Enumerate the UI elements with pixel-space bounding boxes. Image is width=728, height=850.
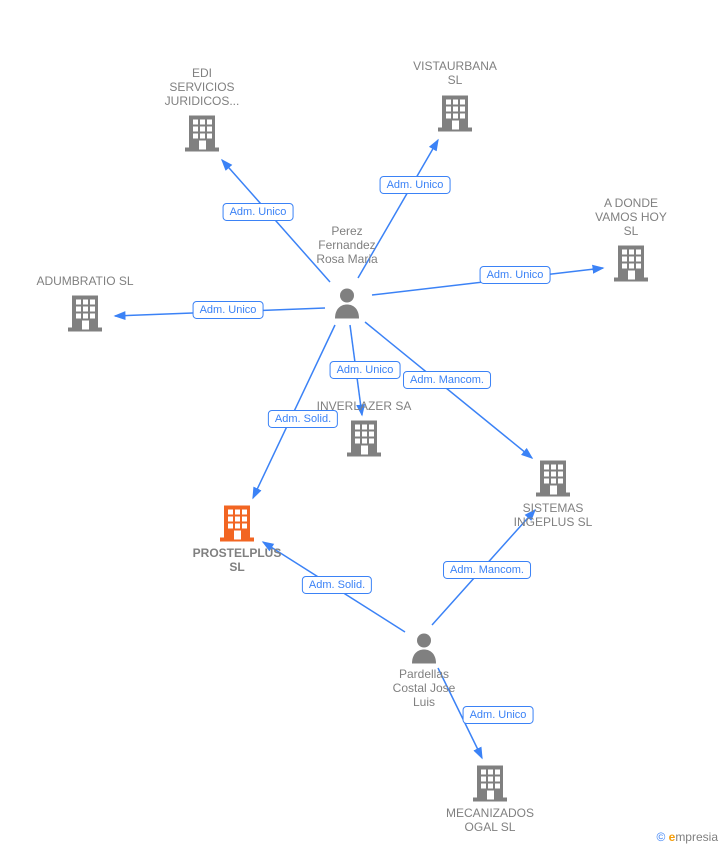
edge-line — [222, 160, 330, 282]
building-icon — [185, 114, 219, 157]
edge-label: Adm. Unico — [223, 203, 294, 221]
building-icon — [473, 764, 507, 807]
edge-label: Adm. Unico — [463, 706, 534, 724]
edge-label: Adm. Solid. — [268, 410, 338, 428]
building-icon — [220, 504, 254, 547]
person-icon — [410, 632, 438, 669]
person-icon — [333, 287, 361, 324]
building-icon — [614, 244, 648, 287]
node-label: EDI SERVICIOS JURIDICOS... — [165, 67, 240, 108]
copyright-symbol: © — [656, 830, 665, 844]
node-label: A DONDE VAMOS HOY SL — [595, 197, 667, 238]
edge-label: Adm. Unico — [380, 176, 451, 194]
node-label: MECANIZADOS OGAL SL — [446, 807, 534, 835]
edge-label: Adm. Mancom. — [403, 371, 491, 389]
building-icon — [438, 94, 472, 137]
node-label: SISTEMAS INGEPLUS SL — [514, 502, 593, 530]
edge-label: Adm. Solid. — [302, 576, 372, 594]
building-icon — [536, 459, 570, 502]
node-label: PROSTELPLUS SL — [193, 547, 282, 575]
copyright: © empresia — [656, 830, 718, 844]
building-icon — [68, 294, 102, 337]
edge-label: Adm. Unico — [330, 361, 401, 379]
brand-rest: mpresia — [675, 830, 718, 844]
node-label: VISTAURBANA SL — [413, 60, 497, 88]
edge-label: Adm. Mancom. — [443, 561, 531, 579]
building-icon — [347, 419, 381, 462]
edge-label: Adm. Unico — [193, 301, 264, 319]
node-label: Perez Fernandez Rosa Maria — [316, 225, 377, 266]
edge-label: Adm. Unico — [480, 266, 551, 284]
node-label: ADUMBRATIO SL — [36, 275, 133, 289]
node-label: Pardellas Costal Jose Luis — [393, 668, 456, 709]
edge-line — [365, 322, 532, 458]
